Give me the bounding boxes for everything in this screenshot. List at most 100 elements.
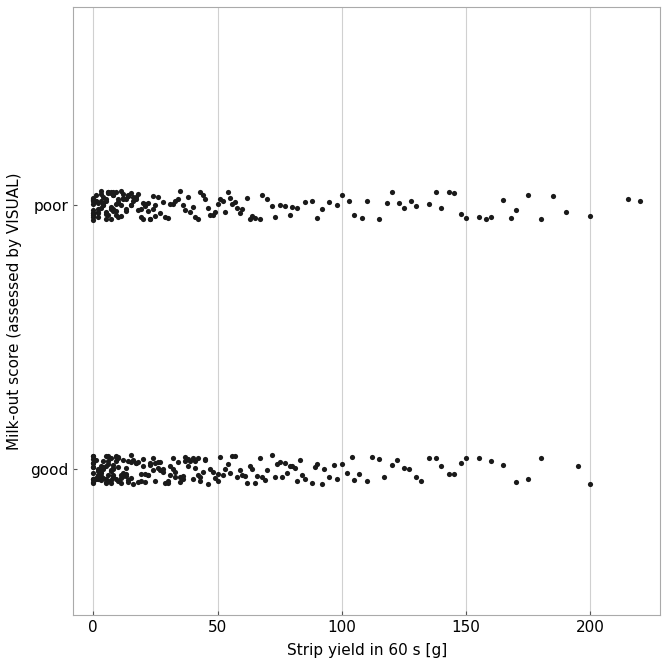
- Point: [145, 458, 156, 468]
- Point: [91, 473, 101, 483]
- Point: [585, 478, 596, 489]
- Point: [157, 464, 168, 474]
- Point: [98, 200, 109, 211]
- Point: [103, 187, 113, 198]
- Point: [93, 470, 103, 481]
- Point: [91, 190, 101, 200]
- Point: [573, 461, 584, 471]
- Point: [235, 207, 245, 218]
- Point: [108, 206, 119, 217]
- Point: [474, 453, 484, 464]
- Point: [548, 191, 558, 201]
- Point: [137, 461, 148, 471]
- Point: [103, 459, 113, 469]
- Point: [95, 461, 106, 471]
- Point: [399, 203, 410, 213]
- Point: [108, 463, 119, 473]
- Point: [307, 196, 317, 207]
- Point: [115, 210, 126, 221]
- Point: [187, 453, 198, 464]
- Point: [88, 474, 99, 485]
- Point: [192, 469, 203, 480]
- Point: [88, 474, 99, 485]
- Point: [103, 209, 113, 220]
- Point: [165, 199, 175, 209]
- Point: [239, 470, 250, 481]
- Point: [354, 469, 365, 479]
- Point: [153, 192, 163, 203]
- Point: [227, 198, 238, 209]
- Point: [147, 204, 158, 215]
- Point: [259, 475, 270, 485]
- Point: [88, 451, 99, 462]
- Point: [277, 471, 287, 482]
- Point: [100, 194, 111, 204]
- Point: [366, 452, 377, 462]
- Point: [160, 478, 171, 489]
- Point: [386, 187, 397, 198]
- Point: [88, 208, 99, 219]
- Point: [157, 196, 168, 207]
- Point: [110, 209, 121, 220]
- Point: [444, 186, 454, 197]
- Point: [143, 206, 153, 217]
- Point: [95, 188, 106, 199]
- Point: [155, 464, 165, 475]
- Point: [329, 460, 340, 471]
- Point: [127, 191, 138, 201]
- Point: [404, 464, 414, 474]
- Point: [145, 213, 156, 224]
- Point: [98, 200, 109, 210]
- Point: [123, 456, 133, 466]
- Point: [267, 450, 277, 461]
- Point: [140, 469, 151, 479]
- Point: [307, 477, 317, 488]
- Point: [123, 191, 133, 201]
- Point: [108, 460, 119, 470]
- Point: [309, 462, 320, 472]
- Point: [163, 475, 173, 486]
- Point: [317, 478, 327, 489]
- Point: [299, 196, 310, 207]
- Point: [93, 466, 103, 477]
- Point: [185, 456, 195, 466]
- Point: [180, 456, 191, 466]
- Point: [392, 455, 402, 465]
- Point: [123, 191, 133, 201]
- Point: [143, 469, 153, 480]
- Point: [108, 190, 119, 200]
- Point: [91, 196, 101, 206]
- Point: [374, 213, 384, 224]
- Point: [245, 461, 255, 471]
- Point: [170, 196, 181, 207]
- Point: [257, 471, 267, 482]
- Point: [108, 203, 119, 214]
- Point: [100, 477, 111, 488]
- Point: [225, 468, 235, 479]
- Point: [105, 203, 116, 214]
- Point: [237, 470, 247, 481]
- Point: [113, 462, 123, 472]
- Point: [163, 213, 173, 223]
- Point: [202, 203, 213, 213]
- Point: [274, 457, 285, 467]
- Point: [242, 477, 253, 488]
- Point: [88, 462, 99, 472]
- Point: [95, 196, 106, 207]
- Point: [498, 195, 509, 205]
- Point: [317, 203, 327, 214]
- Point: [98, 192, 109, 202]
- Point: [374, 454, 384, 464]
- Point: [100, 477, 111, 487]
- Point: [113, 476, 123, 487]
- Point: [113, 453, 123, 464]
- Point: [118, 471, 129, 481]
- Point: [95, 186, 106, 197]
- Point: [175, 472, 185, 483]
- Point: [411, 201, 422, 211]
- Point: [431, 452, 442, 463]
- Point: [510, 476, 521, 487]
- Point: [444, 469, 454, 479]
- Point: [180, 452, 191, 462]
- Point: [411, 471, 422, 482]
